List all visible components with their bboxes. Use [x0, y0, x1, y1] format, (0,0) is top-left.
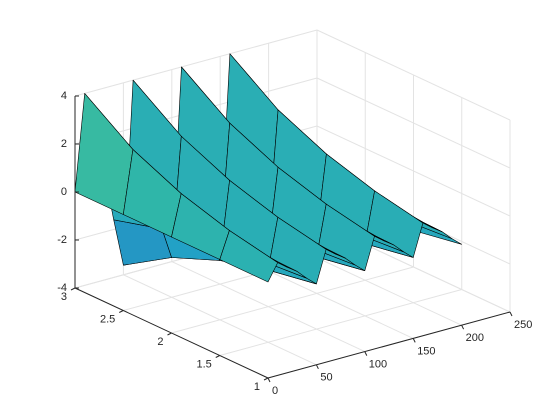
y-tick — [263, 377, 269, 381]
x-tick — [315, 364, 319, 370]
axes-layer: 0 50 100 150 200 250 1 1.5 2 2.5 3-4 -2 0 2 4 — [57, 90, 532, 397]
z-tick-label: 0 — [61, 186, 67, 198]
x-tick-label: 100 — [369, 359, 387, 371]
grid-line — [316, 77, 511, 169]
grid-line — [74, 29, 318, 97]
grid-line — [219, 289, 462, 356]
y-tick-label: 2.5 — [100, 313, 115, 325]
x-tick — [509, 311, 513, 317]
x-tick-label: 150 — [417, 345, 435, 357]
y-tick-label: 1 — [254, 381, 260, 393]
x-tick-label: 50 — [320, 372, 332, 384]
surface-patch — [219, 230, 279, 283]
surface-layer — [74, 53, 462, 285]
y-tick-label: 3 — [61, 291, 67, 303]
y-tick — [70, 287, 76, 291]
x-tick — [461, 324, 465, 330]
grid-line — [316, 125, 511, 217]
x-tick-label: 0 — [272, 385, 278, 397]
y-tick-label: 1.5 — [196, 358, 211, 370]
x-tick — [267, 377, 271, 383]
grid-line — [171, 266, 414, 334]
z-tick-label: 2 — [61, 138, 67, 150]
y-axis — [74, 287, 269, 379]
x-tick — [364, 351, 368, 356]
y-tick — [119, 310, 124, 313]
z-tick-label: -4 — [57, 282, 67, 294]
x-tick-label: 250 — [514, 319, 532, 331]
y-tick-label: 2 — [157, 336, 163, 348]
y-tick — [215, 355, 220, 358]
grid-line — [316, 29, 511, 121]
z-tick-label: -2 — [57, 234, 67, 246]
x-axis — [267, 311, 511, 379]
y-tick — [167, 332, 172, 336]
z-tick-label: 4 — [61, 90, 67, 102]
x-tick — [412, 338, 416, 343]
x-tick-label: 200 — [466, 332, 484, 344]
